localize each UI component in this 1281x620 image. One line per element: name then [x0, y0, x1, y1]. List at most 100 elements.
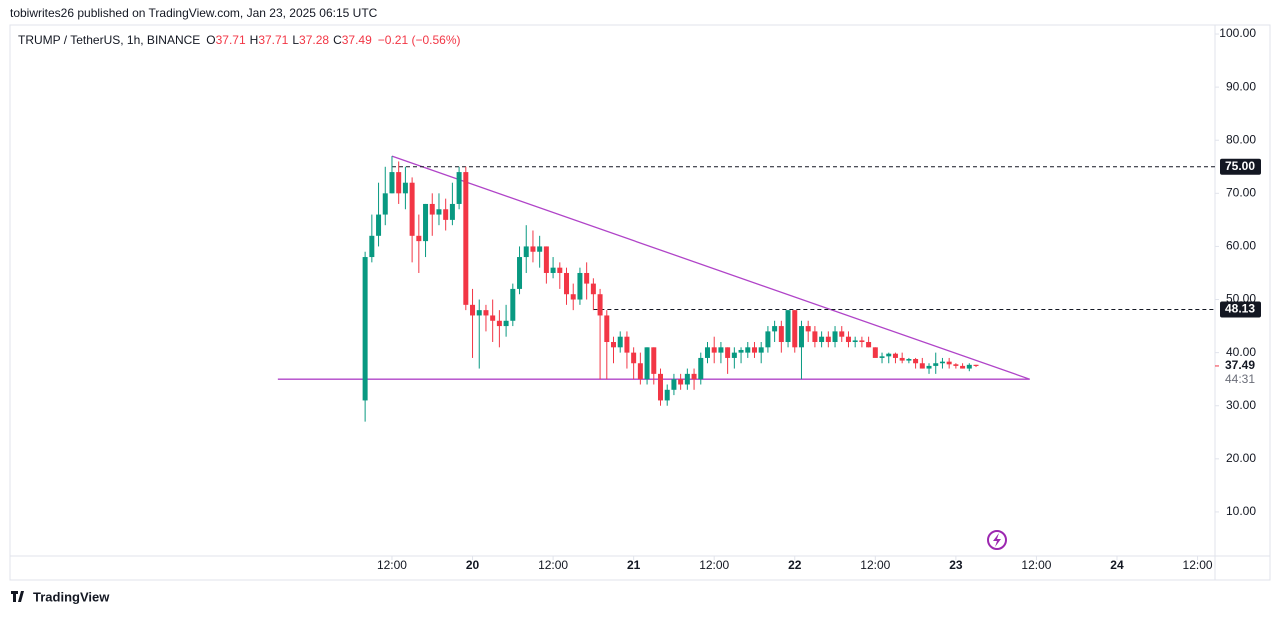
- y-tick-label: 30.00: [1226, 398, 1256, 412]
- candle-body: [597, 294, 603, 316]
- candle-body: [604, 315, 610, 343]
- symbol-header: TRUMP / TetherUS, 1h, BINANCE O37.71 H37.7…: [18, 33, 461, 47]
- candle-body: [731, 352, 737, 358]
- candle-body: [758, 347, 764, 353]
- candle-body: [409, 182, 415, 236]
- candle-body: [953, 364, 959, 366]
- candle-body: [939, 361, 945, 364]
- candle-body: [913, 358, 919, 364]
- lightning-icon: [987, 530, 1007, 550]
- candle-body: [577, 272, 583, 300]
- candle-body: [490, 315, 496, 321]
- candle-body: [892, 353, 898, 358]
- candle-body: [879, 356, 885, 358]
- candle-body: [671, 379, 677, 390]
- x-tick-label: 12:00: [1021, 558, 1051, 572]
- candle-body: [866, 342, 872, 348]
- candle-body: [698, 357, 704, 380]
- candle-body: [376, 214, 382, 236]
- candle-body: [637, 363, 643, 380]
- candle-body: [617, 336, 623, 348]
- candle-body: [657, 373, 663, 401]
- y-tick-label: 20.00: [1226, 451, 1256, 465]
- symbol: TRUMP / TetherUS, 1h, BINANCE: [18, 33, 200, 47]
- y-tick-label: 70.00: [1226, 185, 1256, 199]
- candle-body: [382, 193, 388, 215]
- candle-body: [369, 235, 375, 258]
- candle-body: [530, 246, 536, 252]
- candle-body: [476, 310, 482, 316]
- candle-body: [624, 336, 630, 353]
- candle-body: [664, 389, 670, 401]
- ohlc-value: 37.71: [216, 33, 246, 47]
- candle-body: [416, 235, 422, 242]
- candle-body: [570, 294, 576, 300]
- candle-body: [859, 340, 865, 343]
- candle-body: [852, 340, 858, 343]
- candle-body: [772, 326, 778, 332]
- candle-body: [845, 336, 851, 343]
- byline: tobiwrites26 published on TradingView.co…: [10, 6, 378, 20]
- candle-body: [926, 365, 932, 369]
- x-tick-label: 22: [788, 558, 802, 572]
- trendline: [391, 155, 1030, 380]
- level-label: 75.00: [1225, 159, 1255, 173]
- x-tick-label: 12:00: [538, 558, 568, 572]
- candle-body: [362, 257, 368, 401]
- ohlc-key: H: [250, 33, 259, 47]
- candle-body: [778, 326, 784, 343]
- candle-body: [678, 379, 684, 385]
- level-label-box: [1220, 158, 1261, 175]
- candle-body: [765, 331, 771, 348]
- candle-body: [611, 342, 617, 348]
- candle-body: [718, 347, 724, 353]
- ohlc-value: 37.49: [342, 33, 372, 47]
- candle-body: [543, 246, 549, 273]
- candle-body: [456, 172, 462, 204]
- candle-body: [496, 320, 502, 327]
- candle-body: [906, 358, 912, 361]
- candle-body: [644, 347, 650, 380]
- candle-body: [537, 246, 543, 252]
- ohlc-value: 37.71: [258, 33, 288, 47]
- candle-body: [429, 203, 435, 215]
- x-tick-label: 24: [1110, 558, 1124, 572]
- candle-body: [751, 347, 757, 353]
- candle-body: [402, 182, 408, 194]
- candle-body: [436, 209, 442, 215]
- candle-body: [443, 209, 449, 220]
- x-tick-label: 12:00: [377, 558, 407, 572]
- candle-body: [745, 347, 751, 353]
- last-price-box: [1220, 358, 1260, 387]
- candle-body: [550, 267, 556, 273]
- candle-body: [470, 304, 476, 316]
- candle-body: [557, 267, 563, 273]
- candle-body: [825, 336, 831, 343]
- candle-body: [960, 365, 966, 369]
- candle-body: [812, 331, 818, 343]
- frame: [9, 24, 1271, 581]
- ohlc-key: C: [333, 33, 342, 47]
- candle-body: [590, 283, 596, 295]
- x-tick-label: 20: [466, 558, 480, 572]
- candle-body: [899, 357, 905, 361]
- ohlc-key: L: [292, 33, 299, 47]
- candle-body: [805, 326, 811, 332]
- candle-body: [651, 347, 657, 374]
- candle-body: [517, 257, 523, 289]
- candle-body: [631, 352, 637, 364]
- candle-body: [396, 172, 402, 194]
- x-tick-label: 12:00: [860, 558, 890, 572]
- candle-body: [725, 347, 731, 358]
- candle-body: [389, 172, 395, 194]
- x-tick-label: 12:00: [699, 558, 729, 572]
- candle-body: [819, 336, 825, 343]
- y-tick-label: 80.00: [1226, 132, 1256, 146]
- candle-body: [798, 326, 804, 348]
- candle-body: [919, 363, 925, 369]
- candle-body: [933, 363, 939, 366]
- candle-body: [510, 288, 516, 321]
- candle-body: [584, 272, 590, 284]
- candle-body: [738, 349, 744, 353]
- y-tick-label: 60.00: [1226, 239, 1256, 253]
